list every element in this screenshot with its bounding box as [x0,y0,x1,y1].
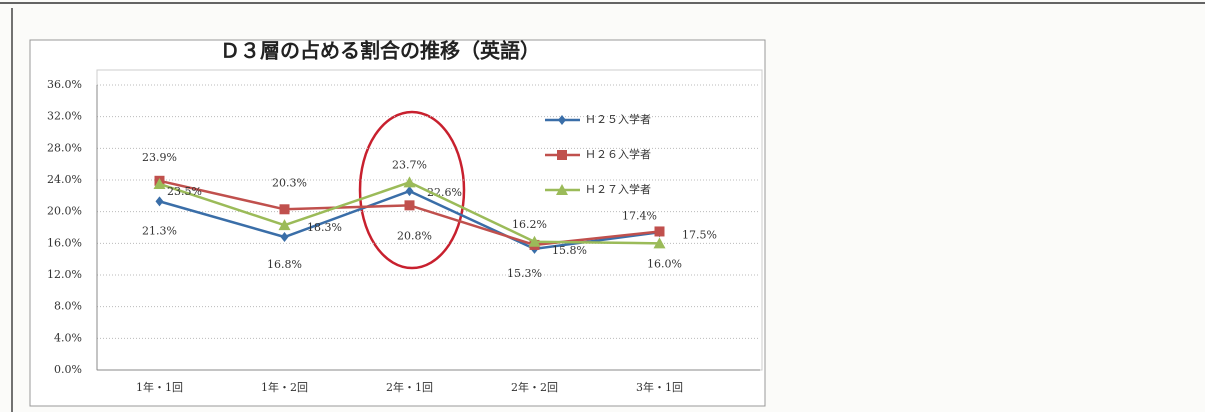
value-label: 15.3% [507,267,542,280]
value-label: 18.3% [307,221,342,234]
value-label: 16.0% [647,257,682,270]
marker [279,204,290,215]
x-tick-label: 1年・1回 [136,380,183,394]
marker [654,226,665,237]
y-tick-label: 8.0% [54,300,82,313]
y-tick-label: 36.0% [47,78,82,91]
value-label: 23.9% [142,151,177,164]
x-tick-label: 1年・2回 [261,380,308,394]
y-tick-label: 16.0% [47,236,82,249]
x-tick-label: 2年・1回 [386,380,433,394]
y-tick-label: 24.0% [47,173,82,186]
value-label: 20.8% [397,229,432,242]
chart-frame [29,39,766,407]
value-label: 23.7% [392,158,427,171]
value-label: 20.3% [272,176,307,189]
legend-label: Ｈ２５入学者 [585,112,651,126]
value-label: 21.3% [142,224,177,237]
legend-label: Ｈ２６入学者 [585,147,651,161]
marker [155,196,164,207]
marker [404,200,415,211]
y-tick-label: 20.0% [47,205,82,218]
value-label: 17.5% [682,228,717,241]
legend-marker [558,115,566,125]
value-label: 17.4% [622,209,657,222]
marker [278,219,291,231]
value-label: 23.5% [167,185,202,198]
y-tick-label: 4.0% [54,331,82,344]
highlight-ellipse [358,110,466,270]
x-tick-label: 3年・1回 [636,380,683,394]
y-tick-label: 32.0% [47,110,82,123]
legend-label: Ｈ２７入学者 [585,182,651,196]
y-tick-label: 28.0% [47,141,82,154]
marker [403,176,416,188]
marker [280,232,289,242]
y-tick-label: 0.0% [54,363,82,376]
legend-marker [557,150,567,160]
value-label: 15.8% [552,244,587,257]
marker [653,237,666,249]
marker [153,177,166,189]
chart-title: Ｄ３層の占める割合の推移（英語） [220,39,540,63]
marker [528,235,541,247]
x-tick-label: 2年・2回 [511,380,558,394]
legend-marker [556,184,568,195]
marker [405,186,414,197]
value-label: 16.2% [512,218,547,231]
value-label: 16.8% [267,258,302,271]
y-tick-label: 12.0% [47,268,82,281]
